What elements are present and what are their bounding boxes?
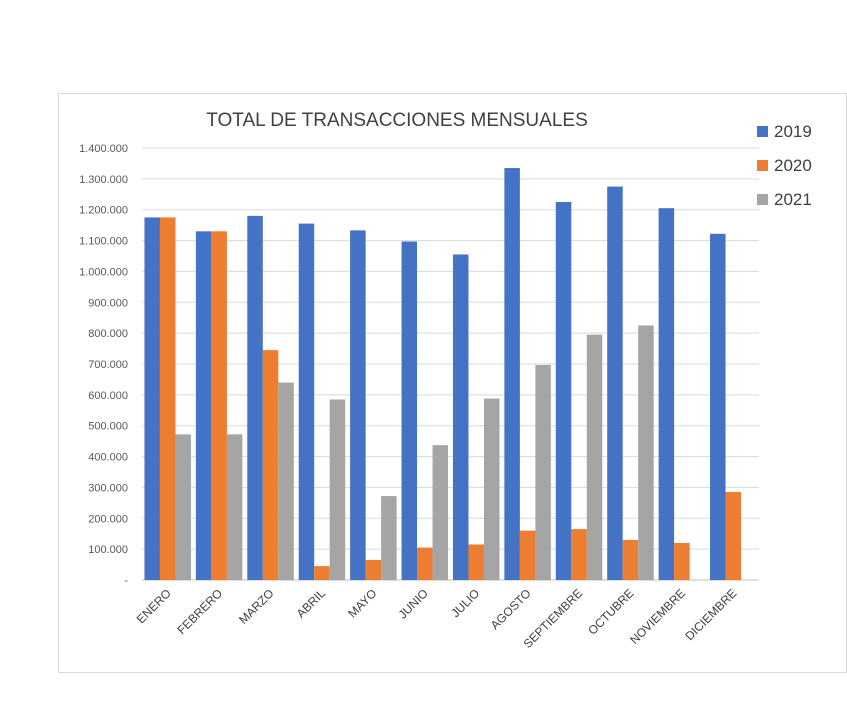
legend: 2019 2020 2021 bbox=[757, 122, 812, 209]
bar-2020-noviembre bbox=[674, 542, 690, 580]
bar-2019-noviembre bbox=[658, 208, 675, 580]
y-tick-label: 300.000 bbox=[88, 482, 128, 494]
bar-2019-diciembre bbox=[710, 233, 726, 581]
y-tick-label: 400.000 bbox=[88, 452, 128, 464]
bar-2021-octubre bbox=[638, 325, 654, 580]
x-tick-label: DICIEMBRE bbox=[682, 586, 739, 643]
bar-2019-octubre bbox=[607, 186, 623, 581]
y-tick-label: 700.000 bbox=[88, 359, 128, 371]
x-axis-ticks: ENERO FEBRERO MARZO ABRIL MAYO JUNIO JULIO AGOS… bbox=[134, 586, 740, 651]
legend-swatch-2020 bbox=[757, 160, 768, 171]
bar-2021-abril bbox=[329, 399, 346, 580]
legend-swatch-2021 bbox=[757, 194, 768, 205]
bar-2020-enero bbox=[159, 217, 176, 580]
x-tick-label: JULIO bbox=[448, 586, 482, 620]
gridlines bbox=[142, 147, 759, 581]
bar-2019-febrero bbox=[195, 231, 212, 581]
chart-frame: TOTAL DE TRANSACCIONES MENSUALES - 100.00… bbox=[58, 93, 847, 673]
y-tick-label: - bbox=[124, 575, 128, 587]
bar-2019-enero bbox=[144, 217, 160, 580]
bar-2019-junio bbox=[401, 241, 418, 581]
y-axis-ticks: - 100.000 200.000 300.000 400.000 500.000 600.… bbox=[79, 143, 128, 587]
x-tick-label: MAYO bbox=[345, 586, 379, 620]
y-tick-label: 200.000 bbox=[88, 513, 128, 525]
legend-swatch-2019 bbox=[757, 126, 768, 137]
bar-2020-agosto bbox=[519, 530, 536, 580]
bar-2021-marzo bbox=[278, 382, 294, 580]
bar-2021-junio bbox=[432, 445, 449, 580]
x-tick-label: OCTUBRE bbox=[585, 586, 636, 637]
x-tick-label: NOVIEMBRE bbox=[627, 586, 688, 647]
y-tick-label: 500.000 bbox=[88, 421, 128, 433]
x-tick-label: MARZO bbox=[236, 586, 277, 627]
bar-2021-febrero bbox=[226, 434, 243, 580]
bar-2020-febrero bbox=[211, 231, 227, 581]
y-tick-label: 1.100.000 bbox=[79, 236, 128, 248]
bar-2020-julio bbox=[468, 544, 484, 580]
y-tick-label: 100.000 bbox=[88, 544, 128, 556]
legend-label-2021: 2021 bbox=[774, 190, 812, 209]
x-tick-label: JUNIO bbox=[396, 586, 431, 621]
bar-2019-julio bbox=[452, 254, 469, 580]
legend-label-2020: 2020 bbox=[774, 156, 812, 175]
bar-2020-abril bbox=[314, 566, 330, 580]
x-tick-label: AGOSTO bbox=[488, 586, 534, 632]
y-tick-label: 600.000 bbox=[88, 390, 128, 402]
bar-2021-agosto bbox=[535, 364, 551, 580]
legend-label-2019: 2019 bbox=[774, 122, 812, 141]
bar-2020-octubre bbox=[622, 539, 639, 580]
bar-2019-marzo bbox=[247, 215, 263, 580]
bar-2020-septiembre bbox=[571, 529, 587, 580]
x-tick-label: ABRIL bbox=[294, 586, 329, 621]
bar-2020-mayo bbox=[365, 559, 382, 580]
bar-2021-enero bbox=[175, 434, 191, 580]
bar-2021-septiembre bbox=[586, 334, 603, 580]
bar-2019-mayo bbox=[350, 230, 366, 581]
chart-title: TOTAL DE TRANSACCIONES MENSUALES bbox=[206, 110, 588, 131]
bar-2021-mayo bbox=[381, 496, 397, 580]
x-tick-label: ENERO bbox=[134, 586, 174, 626]
bar-2019-abril bbox=[298, 223, 315, 580]
bar-2020-junio bbox=[417, 547, 433, 580]
bar-chart: TOTAL DE TRANSACCIONES MENSUALES - 100.00… bbox=[79, 110, 812, 651]
y-tick-label: 1.000.000 bbox=[79, 266, 128, 278]
bar-2020-diciembre bbox=[725, 492, 742, 580]
y-tick-label: 1.300.000 bbox=[79, 174, 128, 186]
bars bbox=[144, 168, 742, 581]
y-tick-label: 1.400.000 bbox=[79, 143, 128, 155]
x-tick-label: FEBRERO bbox=[174, 586, 225, 637]
bar-2020-marzo bbox=[262, 350, 279, 580]
y-tick-label: 800.000 bbox=[88, 328, 128, 340]
y-tick-label: 900.000 bbox=[88, 297, 128, 309]
bar-2019-agosto bbox=[504, 168, 520, 581]
bar-2021-julio bbox=[483, 398, 500, 580]
y-tick-label: 1.200.000 bbox=[79, 205, 128, 217]
bar-2019-septiembre bbox=[555, 202, 572, 580]
